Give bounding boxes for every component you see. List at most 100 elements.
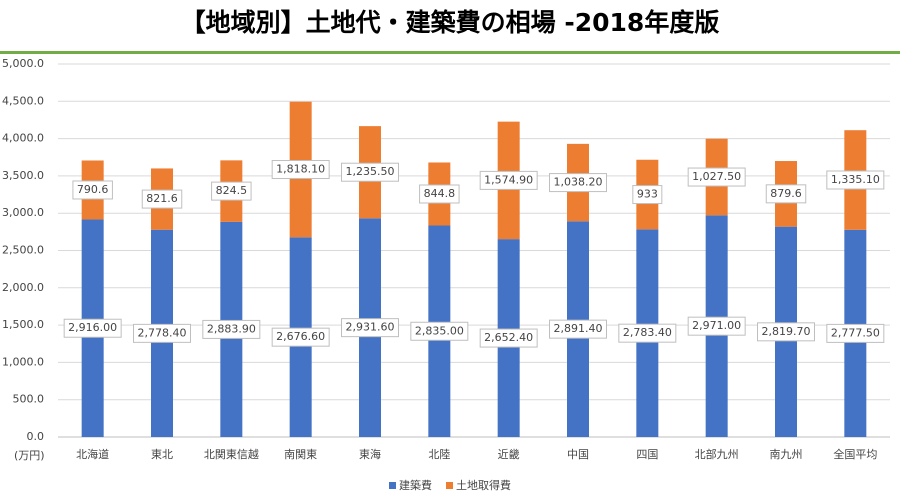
data-label: 2,777.50 xyxy=(826,323,885,343)
x-tick-label: 北陸 xyxy=(428,448,450,461)
data-label-box xyxy=(202,319,261,339)
data-label-box xyxy=(341,162,399,182)
data-label-text: 2,891.40 xyxy=(554,322,603,335)
x-tick-label: 南関東 xyxy=(284,448,317,461)
data-label-box xyxy=(271,160,330,180)
data-label: 2,819.70 xyxy=(757,322,815,342)
x-tick-label: 北関東信越 xyxy=(204,447,259,461)
data-label-box xyxy=(410,321,469,341)
data-label-text: 1,027.50 xyxy=(692,170,741,183)
data-label-box xyxy=(757,322,815,342)
data-label-box xyxy=(632,185,663,205)
data-label: 2,652.40 xyxy=(479,328,538,348)
data-label-text: 1,818.10 xyxy=(276,163,325,176)
data-label: 879.6 xyxy=(765,184,807,204)
data-label-text: 2,819.70 xyxy=(762,325,811,338)
data-label-text: 879.6 xyxy=(770,187,802,200)
data-label: 2,916.00 xyxy=(63,318,122,338)
legend-label: 土地取得費 xyxy=(456,478,511,492)
y-tick-label: 3,500.0 xyxy=(2,169,44,182)
data-label-box xyxy=(479,328,538,348)
x-tick-label: 北海道 xyxy=(76,447,109,461)
data-label: 933 xyxy=(632,185,663,205)
data-label-box xyxy=(549,173,607,193)
legend-label: 建築費 xyxy=(399,478,432,492)
data-label-text: 2,783.40 xyxy=(623,326,672,339)
x-tick-label: 全国平均 xyxy=(833,447,877,461)
y-tick-label: 3,000.0 xyxy=(2,206,44,219)
y-tick-label: 500.0 xyxy=(13,393,45,406)
data-label-text: 2,676.60 xyxy=(276,330,325,343)
chart-title: 【地域別】土地代・建築費の相場 -2018年度版 xyxy=(181,8,720,37)
data-label: 2,835.00 xyxy=(410,321,469,341)
data-label-text: 1,335.10 xyxy=(831,173,880,186)
x-tick-label: 中国 xyxy=(567,448,589,461)
data-label-text: 1,038.20 xyxy=(554,176,603,189)
data-label-box xyxy=(63,318,122,338)
data-label: 844.8 xyxy=(419,184,460,204)
data-label-text: 2,916.00 xyxy=(68,321,117,334)
data-label-box xyxy=(549,319,607,339)
y-tick-label: 2,500.0 xyxy=(2,244,44,257)
data-label-box xyxy=(271,327,330,347)
data-label-box xyxy=(341,318,399,338)
x-tick-label: 近畿 xyxy=(498,447,520,461)
data-label-text: 933 xyxy=(637,188,658,201)
y-tick-label: 1,000.0 xyxy=(2,355,44,368)
data-label-box xyxy=(687,167,746,187)
y-tick-label: 1,500.0 xyxy=(2,318,44,331)
y-unit: (万円) xyxy=(14,449,45,462)
data-label: 821.6 xyxy=(141,189,183,209)
x-tick-label: 東北 xyxy=(151,448,173,461)
data-label: 2,971.00 xyxy=(687,316,746,336)
data-label-text: 2,971.00 xyxy=(692,319,741,332)
data-label: 2,891.40 xyxy=(549,319,607,339)
y-tick-label: 0.0 xyxy=(27,430,45,443)
data-label: 790.6 xyxy=(72,180,113,200)
data-label: 1,235.50 xyxy=(341,162,399,182)
data-label-box xyxy=(479,170,538,190)
data-label-box xyxy=(618,323,677,343)
data-label-text: 2,778.40 xyxy=(138,326,187,339)
x-tick-label: 四国 xyxy=(636,448,658,461)
data-label: 1,574.90 xyxy=(479,170,538,190)
data-label-text: 2,883.90 xyxy=(207,322,256,335)
data-label-text: 2,652.40 xyxy=(484,331,533,344)
data-label: 2,676.60 xyxy=(271,327,330,347)
data-label: 2,931.60 xyxy=(341,318,399,338)
data-label-text: 790.6 xyxy=(77,183,109,196)
data-label: 2,778.40 xyxy=(133,323,191,343)
data-label-box xyxy=(133,323,191,343)
data-label: 1,038.20 xyxy=(549,173,607,193)
x-tick-label: 東海 xyxy=(359,447,381,461)
data-label-box xyxy=(72,180,113,200)
data-label-text: 844.8 xyxy=(424,187,456,200)
data-label-box xyxy=(826,323,885,343)
data-label: 824.5 xyxy=(211,181,252,201)
y-tick-label: 4,000.0 xyxy=(2,132,44,145)
data-label-box xyxy=(211,181,252,201)
data-label-box xyxy=(765,184,807,204)
x-tick-label: 北部九州 xyxy=(695,447,739,461)
data-label-text: 2,835.00 xyxy=(415,324,464,337)
data-label: 2,883.90 xyxy=(202,319,261,339)
y-tick-label: 4,500.0 xyxy=(2,94,44,107)
legend-swatch xyxy=(389,482,396,489)
data-label: 2,783.40 xyxy=(618,323,677,343)
data-label-text: 1,235.50 xyxy=(346,165,395,178)
data-label-box xyxy=(687,316,746,336)
data-label: 1,027.50 xyxy=(687,167,746,187)
data-label-text: 2,777.50 xyxy=(831,326,880,339)
data-label: 1,335.10 xyxy=(826,170,885,190)
y-tick-label: 2,000.0 xyxy=(2,281,44,294)
data-label-text: 1,574.90 xyxy=(484,173,533,186)
data-label-box xyxy=(141,189,183,209)
data-label-box xyxy=(826,170,885,190)
data-label-text: 824.5 xyxy=(216,184,248,197)
data-label: 1,818.10 xyxy=(271,160,330,180)
legend: 建築費 土地取得費 xyxy=(389,478,511,492)
title-rule xyxy=(0,51,900,54)
data-label-box xyxy=(419,184,460,204)
y-tick-label: 5,000.0 xyxy=(2,57,44,70)
